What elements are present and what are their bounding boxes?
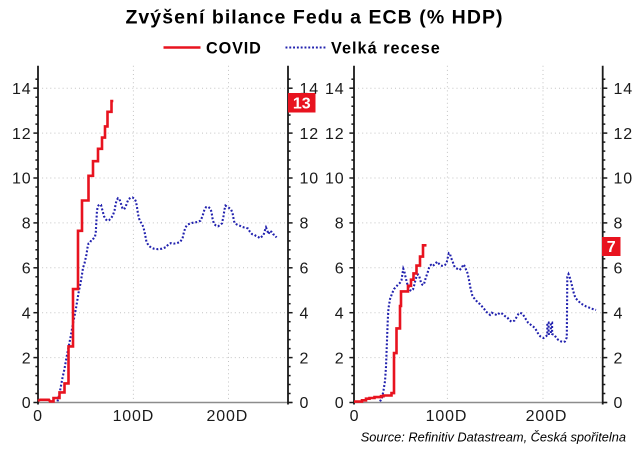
- svg-text:14: 14: [325, 81, 345, 98]
- svg-text:10: 10: [614, 171, 634, 188]
- svg-text:4: 4: [300, 305, 310, 322]
- svg-text:4: 4: [335, 305, 345, 322]
- svg-text:12: 12: [325, 126, 345, 143]
- svg-text:100D: 100D: [426, 408, 468, 425]
- svg-text:12: 12: [614, 126, 634, 143]
- svg-text:13: 13: [293, 96, 311, 113]
- svg-text:0: 0: [350, 408, 360, 425]
- svg-text:6: 6: [335, 261, 345, 278]
- svg-text:200D: 200D: [526, 408, 568, 425]
- svg-text:6: 6: [22, 261, 32, 278]
- svg-text:0: 0: [33, 408, 43, 425]
- svg-text:12: 12: [12, 126, 32, 143]
- svg-text:8: 8: [614, 216, 624, 233]
- svg-text:10: 10: [12, 171, 32, 188]
- svg-text:0: 0: [300, 395, 310, 412]
- svg-text:8: 8: [300, 216, 310, 233]
- svg-text:2: 2: [22, 350, 32, 367]
- svg-text:Source: Refinitiv Datastream,: Source: Refinitiv Datastream, Česká spoř…: [361, 430, 626, 445]
- svg-text:4: 4: [614, 305, 624, 322]
- svg-text:Velká recese: Velká recese: [331, 40, 441, 58]
- svg-text:200D: 200D: [206, 408, 248, 425]
- svg-text:COVID: COVID: [206, 40, 262, 58]
- svg-text:14: 14: [12, 81, 32, 98]
- svg-text:0: 0: [614, 395, 624, 412]
- svg-text:6: 6: [300, 261, 310, 278]
- svg-text:0: 0: [335, 395, 345, 412]
- svg-text:2: 2: [614, 350, 624, 367]
- svg-text:14: 14: [614, 81, 634, 98]
- svg-text:100D: 100D: [113, 408, 155, 425]
- svg-text:Zvýšení bilance Fedu a ECB (%: Zvýšení bilance Fedu a ECB (% HDP): [125, 7, 503, 29]
- svg-text:10: 10: [325, 171, 345, 188]
- svg-text:2: 2: [335, 350, 345, 367]
- svg-text:6: 6: [614, 261, 624, 278]
- svg-text:7: 7: [607, 239, 616, 256]
- svg-text:8: 8: [335, 216, 345, 233]
- svg-text:10: 10: [300, 171, 320, 188]
- svg-text:8: 8: [22, 216, 32, 233]
- svg-text:12: 12: [300, 126, 320, 143]
- svg-text:4: 4: [22, 305, 32, 322]
- svg-text:2: 2: [300, 350, 310, 367]
- svg-text:0: 0: [22, 395, 32, 412]
